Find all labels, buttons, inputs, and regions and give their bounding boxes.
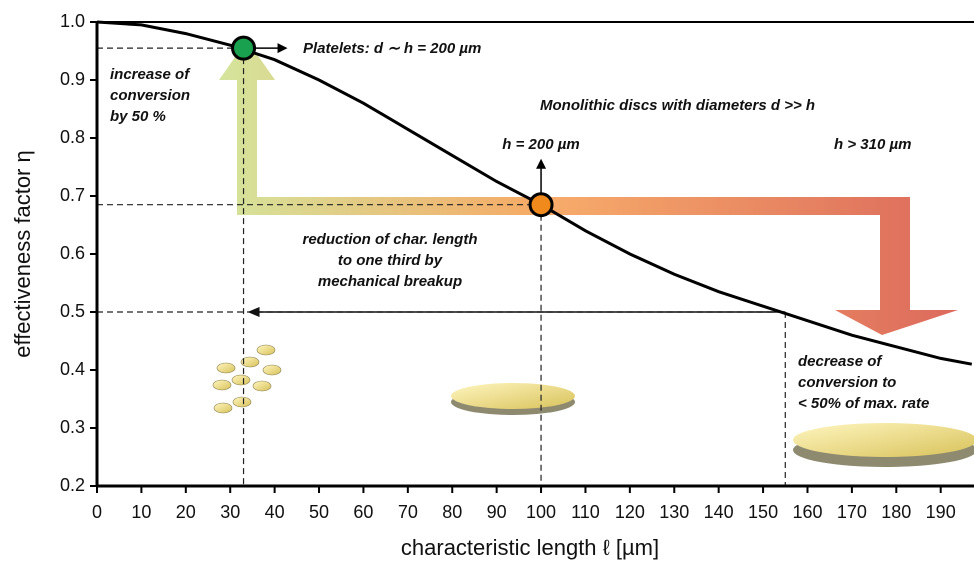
pointer-head	[278, 43, 288, 53]
marker	[233, 37, 255, 59]
annotation: Monolithic discs with diameters d >> h	[540, 97, 815, 114]
y-tick-label: 0.4	[60, 359, 85, 379]
x-tick-label: 50	[309, 502, 329, 522]
y-tick-label: 0.3	[60, 417, 85, 437]
annotation: mechanical breakup	[318, 273, 462, 290]
x-tick-label: 40	[265, 502, 285, 522]
y-tick-label: 1.0	[60, 11, 85, 31]
x-tick-label: 60	[353, 502, 373, 522]
y-tick-label: 0.7	[60, 185, 85, 205]
x-tick-label: 140	[704, 502, 734, 522]
y-tick-label: 0.8	[60, 127, 85, 147]
increase-arrow	[219, 40, 541, 215]
annotation: by 50 %	[110, 108, 166, 125]
annotation: conversion to	[798, 374, 896, 391]
annotation: Platelets: d ∼ h = 200 µm	[303, 40, 481, 57]
y-tick-label: 0.2	[60, 475, 85, 495]
x-tick-label: 190	[926, 502, 956, 522]
annotation: h > 310 µm	[834, 136, 911, 153]
annotation: h = 200 µm	[502, 136, 579, 153]
x-tick-label: 100	[526, 502, 556, 522]
annotation: < 50% of max. rate	[798, 395, 929, 412]
marker	[530, 194, 552, 216]
y-axis-label: effectiveness factor η	[10, 150, 35, 358]
x-tick-label: 90	[487, 502, 507, 522]
chart: characteristic length ℓ [µm] effectivene…	[0, 0, 974, 562]
y-tick-label: 0.5	[60, 301, 85, 321]
x-tick-label: 120	[615, 502, 645, 522]
y-tick-label: 0.9	[60, 69, 85, 89]
x-tick-label: 0	[92, 502, 102, 522]
x-tick-label: 110	[571, 502, 600, 522]
annotation: decrease of	[798, 353, 883, 370]
annotation: conversion	[110, 87, 190, 104]
x-tick-label: 160	[792, 502, 822, 522]
x-tick-label: 130	[659, 502, 689, 522]
annotation: reduction of char. length	[302, 231, 477, 248]
x-axis-label: characteristic length ℓ [µm]	[401, 535, 659, 560]
x-tick-label: 70	[398, 502, 418, 522]
x-tick-label: 10	[131, 502, 151, 522]
x-tick-label: 150	[748, 502, 778, 522]
annotation: to one third by	[338, 252, 443, 269]
decrease-arrow	[541, 197, 958, 335]
x-tick-label: 170	[837, 502, 867, 522]
pointer-head	[536, 159, 546, 169]
annotation: increase of	[110, 66, 191, 83]
breakup-arrowhead	[248, 307, 260, 317]
x-tick-label: 80	[442, 502, 462, 522]
x-tick-label: 20	[176, 502, 196, 522]
x-tick-label: 180	[881, 502, 911, 522]
x-tick-label: 30	[220, 502, 240, 522]
y-tick-label: 0.6	[60, 243, 85, 263]
